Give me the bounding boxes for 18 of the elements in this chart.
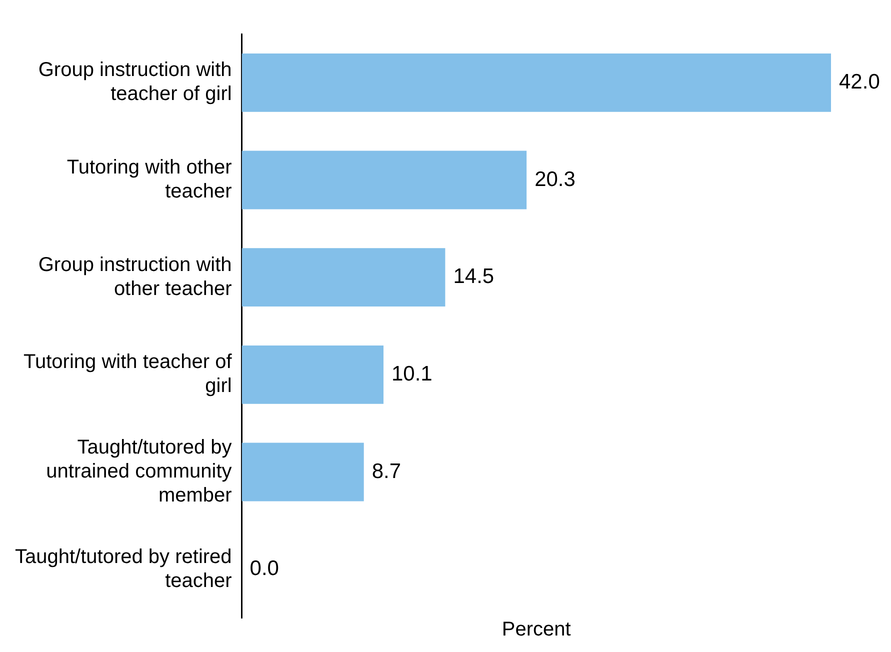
data-label: 10.1 <box>391 362 432 386</box>
bar <box>242 345 384 404</box>
data-label: 0.0 <box>250 557 279 580</box>
data-label: 8.7 <box>372 460 402 483</box>
data-label: 42.0 <box>839 70 880 94</box>
bar <box>242 442 364 502</box>
y-tick-label: Group instruction with other teacher <box>38 254 232 300</box>
x-axis-title: Percent <box>502 618 572 641</box>
y-tick-label: Taught/tutored by retired teacher <box>15 546 232 592</box>
data-label: 20.3 <box>534 168 576 191</box>
data-label: 14.5 <box>453 265 494 288</box>
y-tick-label: Tutoring with other teacher <box>66 156 232 203</box>
bar <box>242 150 527 210</box>
y-tick-label: Group instruction with teacher of girl <box>38 59 232 106</box>
bar <box>242 53 831 112</box>
y-tick-label: Taught/tutored by untrained community member <box>46 436 232 507</box>
y-tick-label: Tutoring with teacher of girl <box>24 351 232 398</box>
bar <box>242 248 446 307</box>
